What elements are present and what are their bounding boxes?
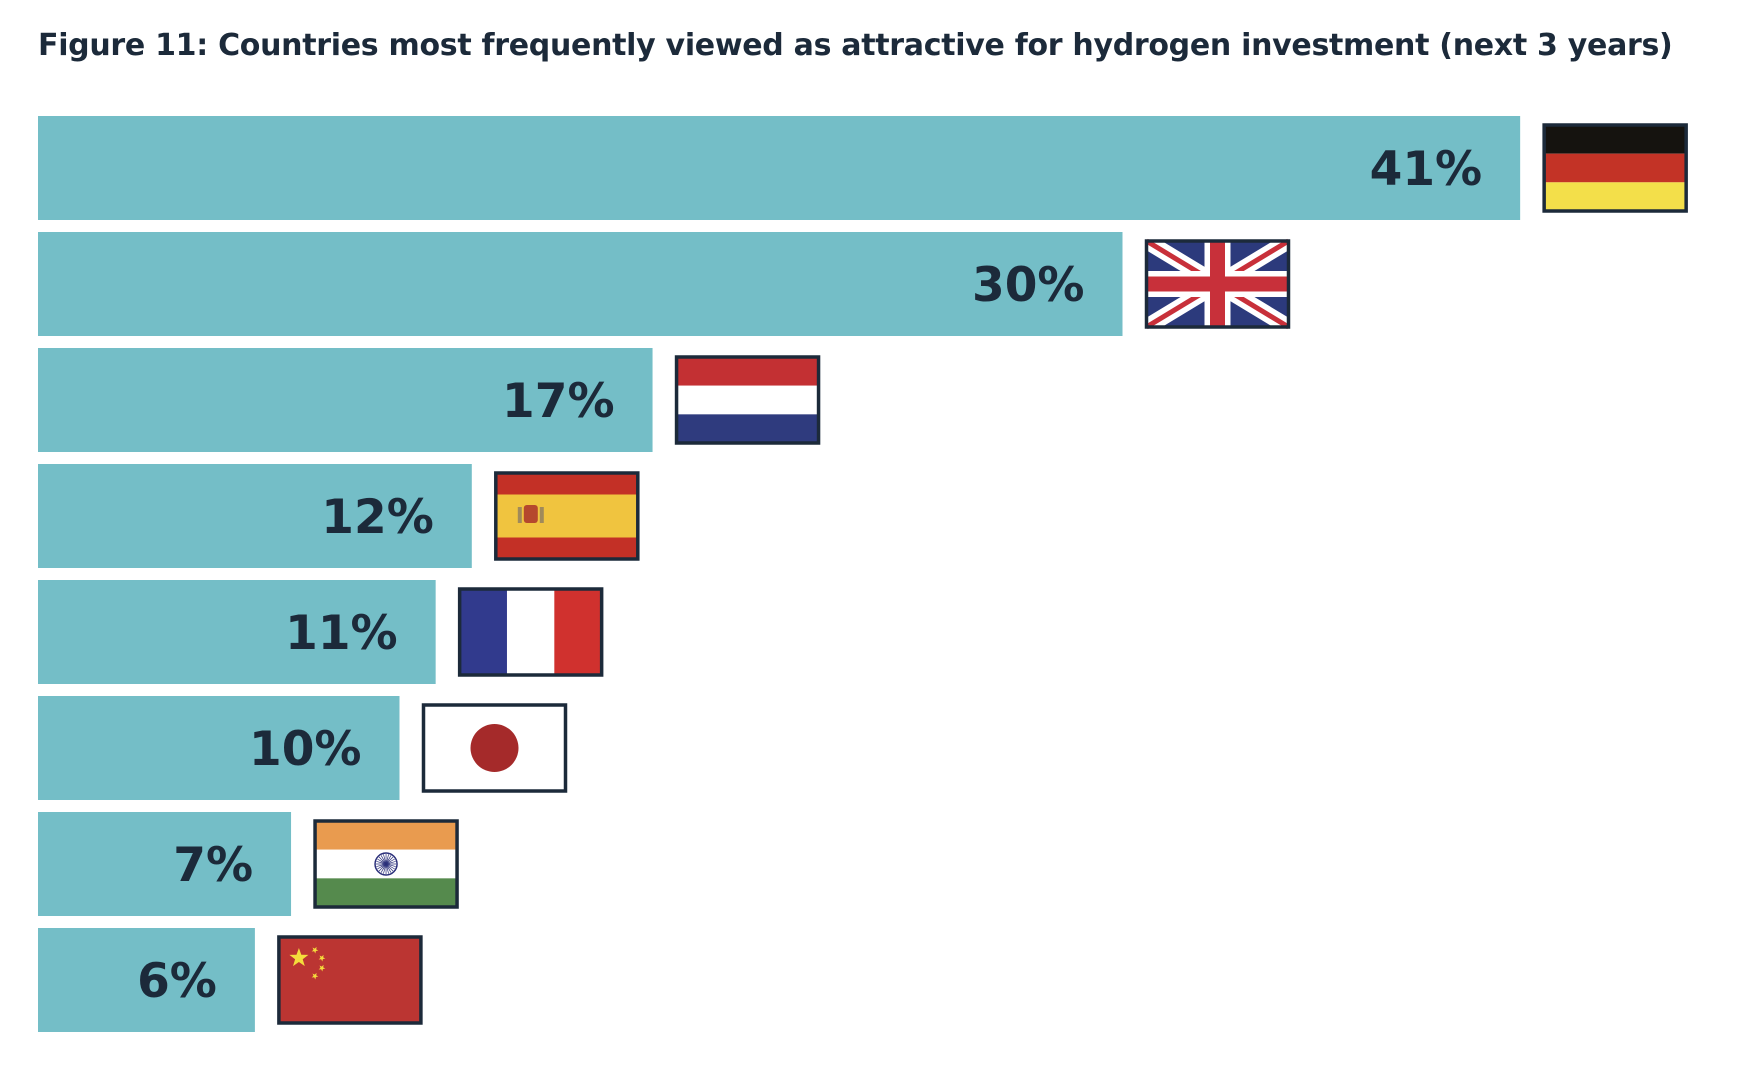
- flag-spain-icon: [494, 471, 640, 561]
- data-label: 12%: [321, 490, 434, 545]
- data-label: 10%: [249, 722, 362, 777]
- flag-united-kingdom-icon: [1142, 234, 1293, 334]
- flag-japan-icon: [421, 703, 568, 793]
- bar-spain: [38, 464, 472, 568]
- bar-netherlands: [38, 348, 653, 452]
- data-label: 41%: [1370, 142, 1483, 197]
- bar-united-kingdom: [38, 232, 1123, 336]
- data-label: 6%: [137, 954, 217, 1009]
- chart-title: Figure 11: Countries most frequently vie…: [38, 28, 1673, 63]
- flag-france-icon: [457, 587, 604, 677]
- flag-germany-icon: [1542, 123, 1688, 213]
- flag-india-icon: [313, 819, 459, 909]
- bar-france: [38, 580, 436, 684]
- data-label: 7%: [173, 838, 253, 893]
- bar-india: [38, 812, 292, 916]
- flag-china-icon: [277, 935, 423, 1025]
- data-label: 30%: [972, 258, 1085, 313]
- bar-japan: [38, 696, 400, 800]
- bar-china: [38, 928, 255, 1032]
- bar-germany: [38, 116, 1521, 220]
- flag-netherlands-icon: [674, 355, 821, 445]
- data-label: 11%: [285, 606, 398, 661]
- data-label: 17%: [502, 374, 615, 429]
